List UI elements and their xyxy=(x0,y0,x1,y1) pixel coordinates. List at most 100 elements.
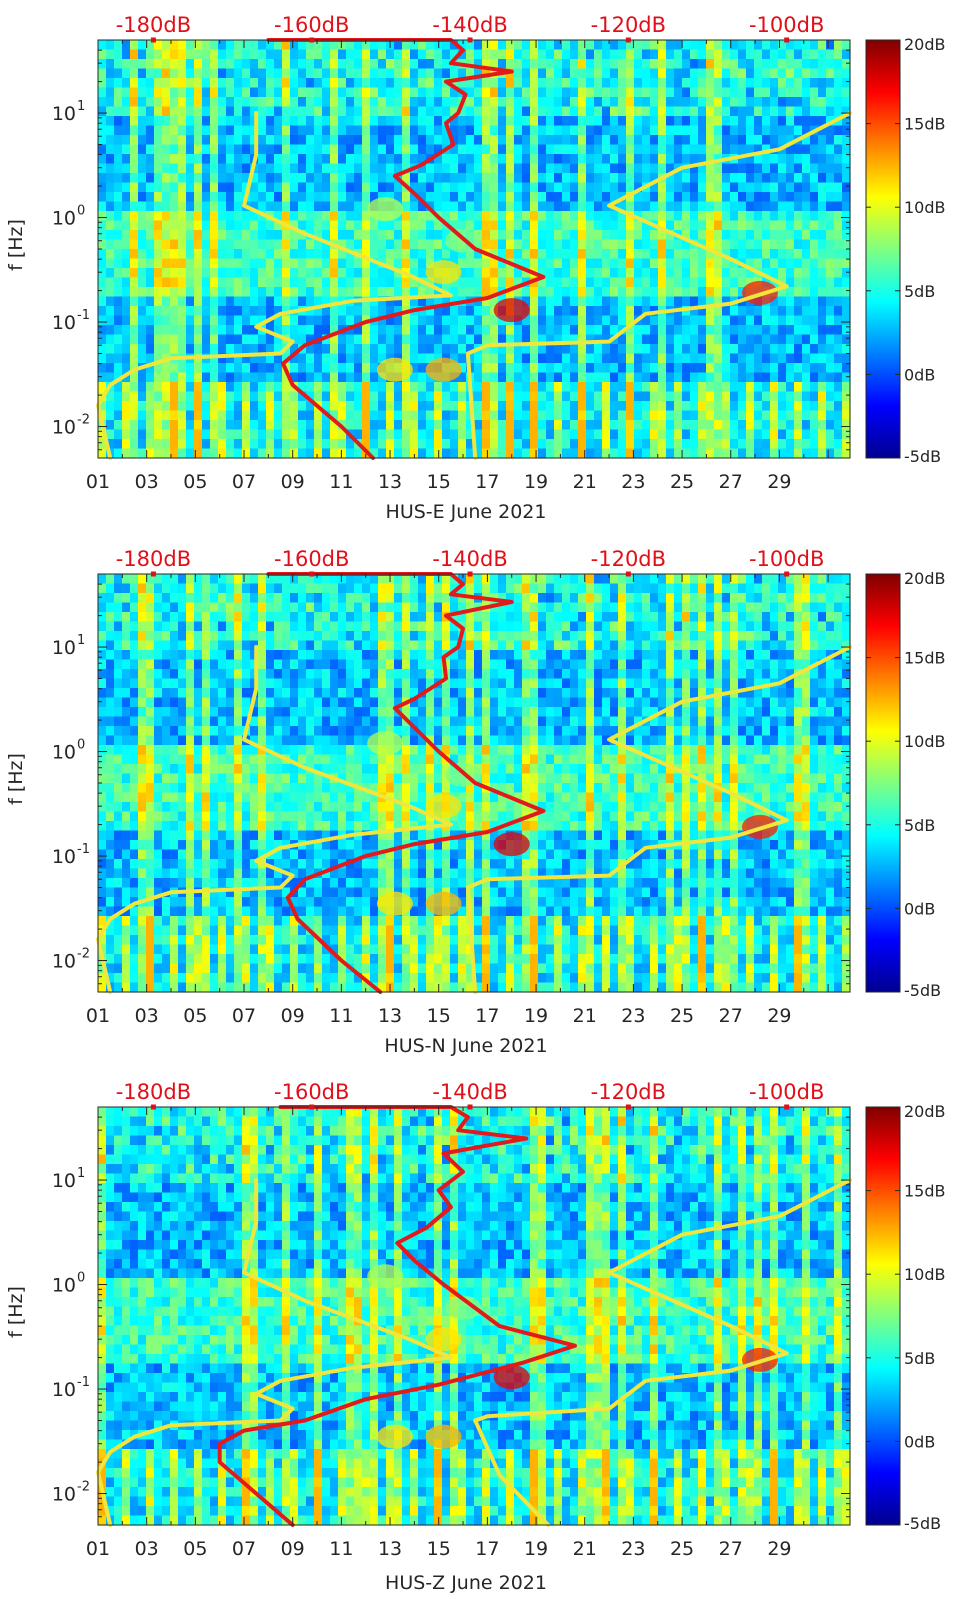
colorbar-tick-label: -5dB xyxy=(904,1514,941,1533)
x-axis-title: HUS-E June 2021 xyxy=(386,501,547,523)
x-tick-label: 25 xyxy=(670,471,694,493)
colorbar-tick-label: 10dB xyxy=(904,198,946,217)
series-line-3 xyxy=(266,572,546,994)
colorbar-tick-label: 10dB xyxy=(904,1265,946,1284)
y-tick-label: 10 xyxy=(52,103,76,125)
x-tick-label: 15 xyxy=(427,1538,451,1560)
x-tick-label: 07 xyxy=(232,471,256,493)
y-tick-label: 10 xyxy=(52,742,76,764)
x-tick-label: 03 xyxy=(135,1005,159,1027)
top-tick-mark xyxy=(309,37,315,43)
top-tick-mark xyxy=(150,1104,156,1110)
x-tick-label: 11 xyxy=(329,1005,353,1027)
x-axis-title: HUS-N June 2021 xyxy=(384,1035,547,1057)
colorbar xyxy=(865,573,901,993)
y-tick-label: 10 xyxy=(52,1275,76,1297)
top-tick-mark xyxy=(309,571,315,577)
colorbar xyxy=(865,39,901,459)
x-tick-label: 25 xyxy=(670,1005,694,1027)
series-line-2 xyxy=(465,645,852,994)
y-tick-exponent: -1 xyxy=(77,842,90,857)
series-line-2 xyxy=(465,111,852,460)
top-tick-mark xyxy=(784,571,790,577)
colorbar-tick-label: 5dB xyxy=(904,282,935,301)
y-tick-exponent: 1 xyxy=(77,99,85,114)
y-tick-label: 10 xyxy=(52,208,76,230)
plot-area xyxy=(96,572,852,994)
y-tick-exponent: 1 xyxy=(77,633,85,648)
series-line-2 xyxy=(473,1178,852,1527)
x-tick-label: 23 xyxy=(621,1005,645,1027)
top-tick-mark xyxy=(784,1104,790,1110)
colorbar-tick-label: 15dB xyxy=(904,1182,946,1201)
top-axis-label: -100dB xyxy=(749,547,824,571)
x-tick-label: 29 xyxy=(767,1538,791,1560)
y-tick-label: 10 xyxy=(52,1484,76,1506)
x-tick-label: 17 xyxy=(475,1538,499,1560)
x-tick-label: 23 xyxy=(621,1538,645,1560)
x-tick-label: 03 xyxy=(135,471,159,493)
series-line-1 xyxy=(96,645,453,994)
plot-area xyxy=(96,38,852,460)
x-tick-label: 19 xyxy=(524,471,548,493)
colorbar-tick-label: 15dB xyxy=(904,115,946,134)
x-tick-label: 21 xyxy=(573,1005,597,1027)
series-line-3 xyxy=(217,1105,577,1527)
top-axis-label: -140dB xyxy=(432,547,507,571)
y-tick-exponent: 0 xyxy=(77,204,85,219)
top-tick-mark xyxy=(467,571,473,577)
x-tick-label: 15 xyxy=(427,471,451,493)
x-tick-label: 27 xyxy=(719,1538,743,1560)
x-axis-title: HUS-Z June 2021 xyxy=(385,1572,547,1594)
y-tick-label: 10 xyxy=(52,312,76,334)
y-tick-exponent: -1 xyxy=(77,308,90,323)
x-tick-label: 09 xyxy=(281,471,305,493)
x-tick-label: 03 xyxy=(135,1538,159,1560)
x-tick-label: 17 xyxy=(475,1005,499,1027)
x-tick-label: 07 xyxy=(232,1005,256,1027)
x-tick-label: 23 xyxy=(621,471,645,493)
top-tick-mark xyxy=(467,37,473,43)
top-axis-label: -140dB xyxy=(432,13,507,37)
x-tick-label: 29 xyxy=(767,471,791,493)
x-tick-label: 07 xyxy=(232,1538,256,1560)
x-tick-label: 29 xyxy=(767,1005,791,1027)
top-axis-label: -120dB xyxy=(591,547,666,571)
y-tick-exponent: -2 xyxy=(77,413,90,428)
x-tick-label: 13 xyxy=(378,1538,402,1560)
top-axis-label: -180dB xyxy=(116,547,191,571)
colorbar-tick-label: 0dB xyxy=(904,365,935,384)
top-axis-label: -100dB xyxy=(749,13,824,37)
y-tick-exponent: -2 xyxy=(77,1480,90,1495)
top-axis-label: -160dB xyxy=(274,547,349,571)
top-axis-label: -120dB xyxy=(591,1080,666,1104)
plot-area xyxy=(96,1105,852,1527)
x-tick-label: 01 xyxy=(86,471,110,493)
top-tick-mark xyxy=(625,37,631,43)
x-tick-label: 01 xyxy=(86,1538,110,1560)
top-tick-mark xyxy=(467,1104,473,1110)
spectrogram-image xyxy=(98,1107,851,1526)
colorbar-tick-label: 20dB xyxy=(904,1102,946,1121)
x-tick-label: 19 xyxy=(524,1538,548,1560)
y-tick-label: 10 xyxy=(52,1170,76,1192)
x-tick-label: 05 xyxy=(183,471,207,493)
top-tick-mark xyxy=(625,1104,631,1110)
colorbar-tick-label: -5dB xyxy=(904,981,941,1000)
colorbar-tick-label: 5dB xyxy=(904,1349,935,1368)
x-tick-label: 05 xyxy=(183,1538,207,1560)
x-tick-label: 11 xyxy=(329,1538,353,1560)
colorbar-tick-label: 0dB xyxy=(904,899,935,918)
top-tick-mark xyxy=(150,571,156,577)
top-axis-label: -180dB xyxy=(116,13,191,37)
y-axis-title: f [Hz] xyxy=(5,753,27,805)
top-axis-label: -140dB xyxy=(432,1080,507,1104)
y-axis-title: f [Hz] xyxy=(5,219,27,271)
top-axis-label: -180dB xyxy=(116,1080,191,1104)
y-tick-exponent: 1 xyxy=(77,1166,85,1181)
